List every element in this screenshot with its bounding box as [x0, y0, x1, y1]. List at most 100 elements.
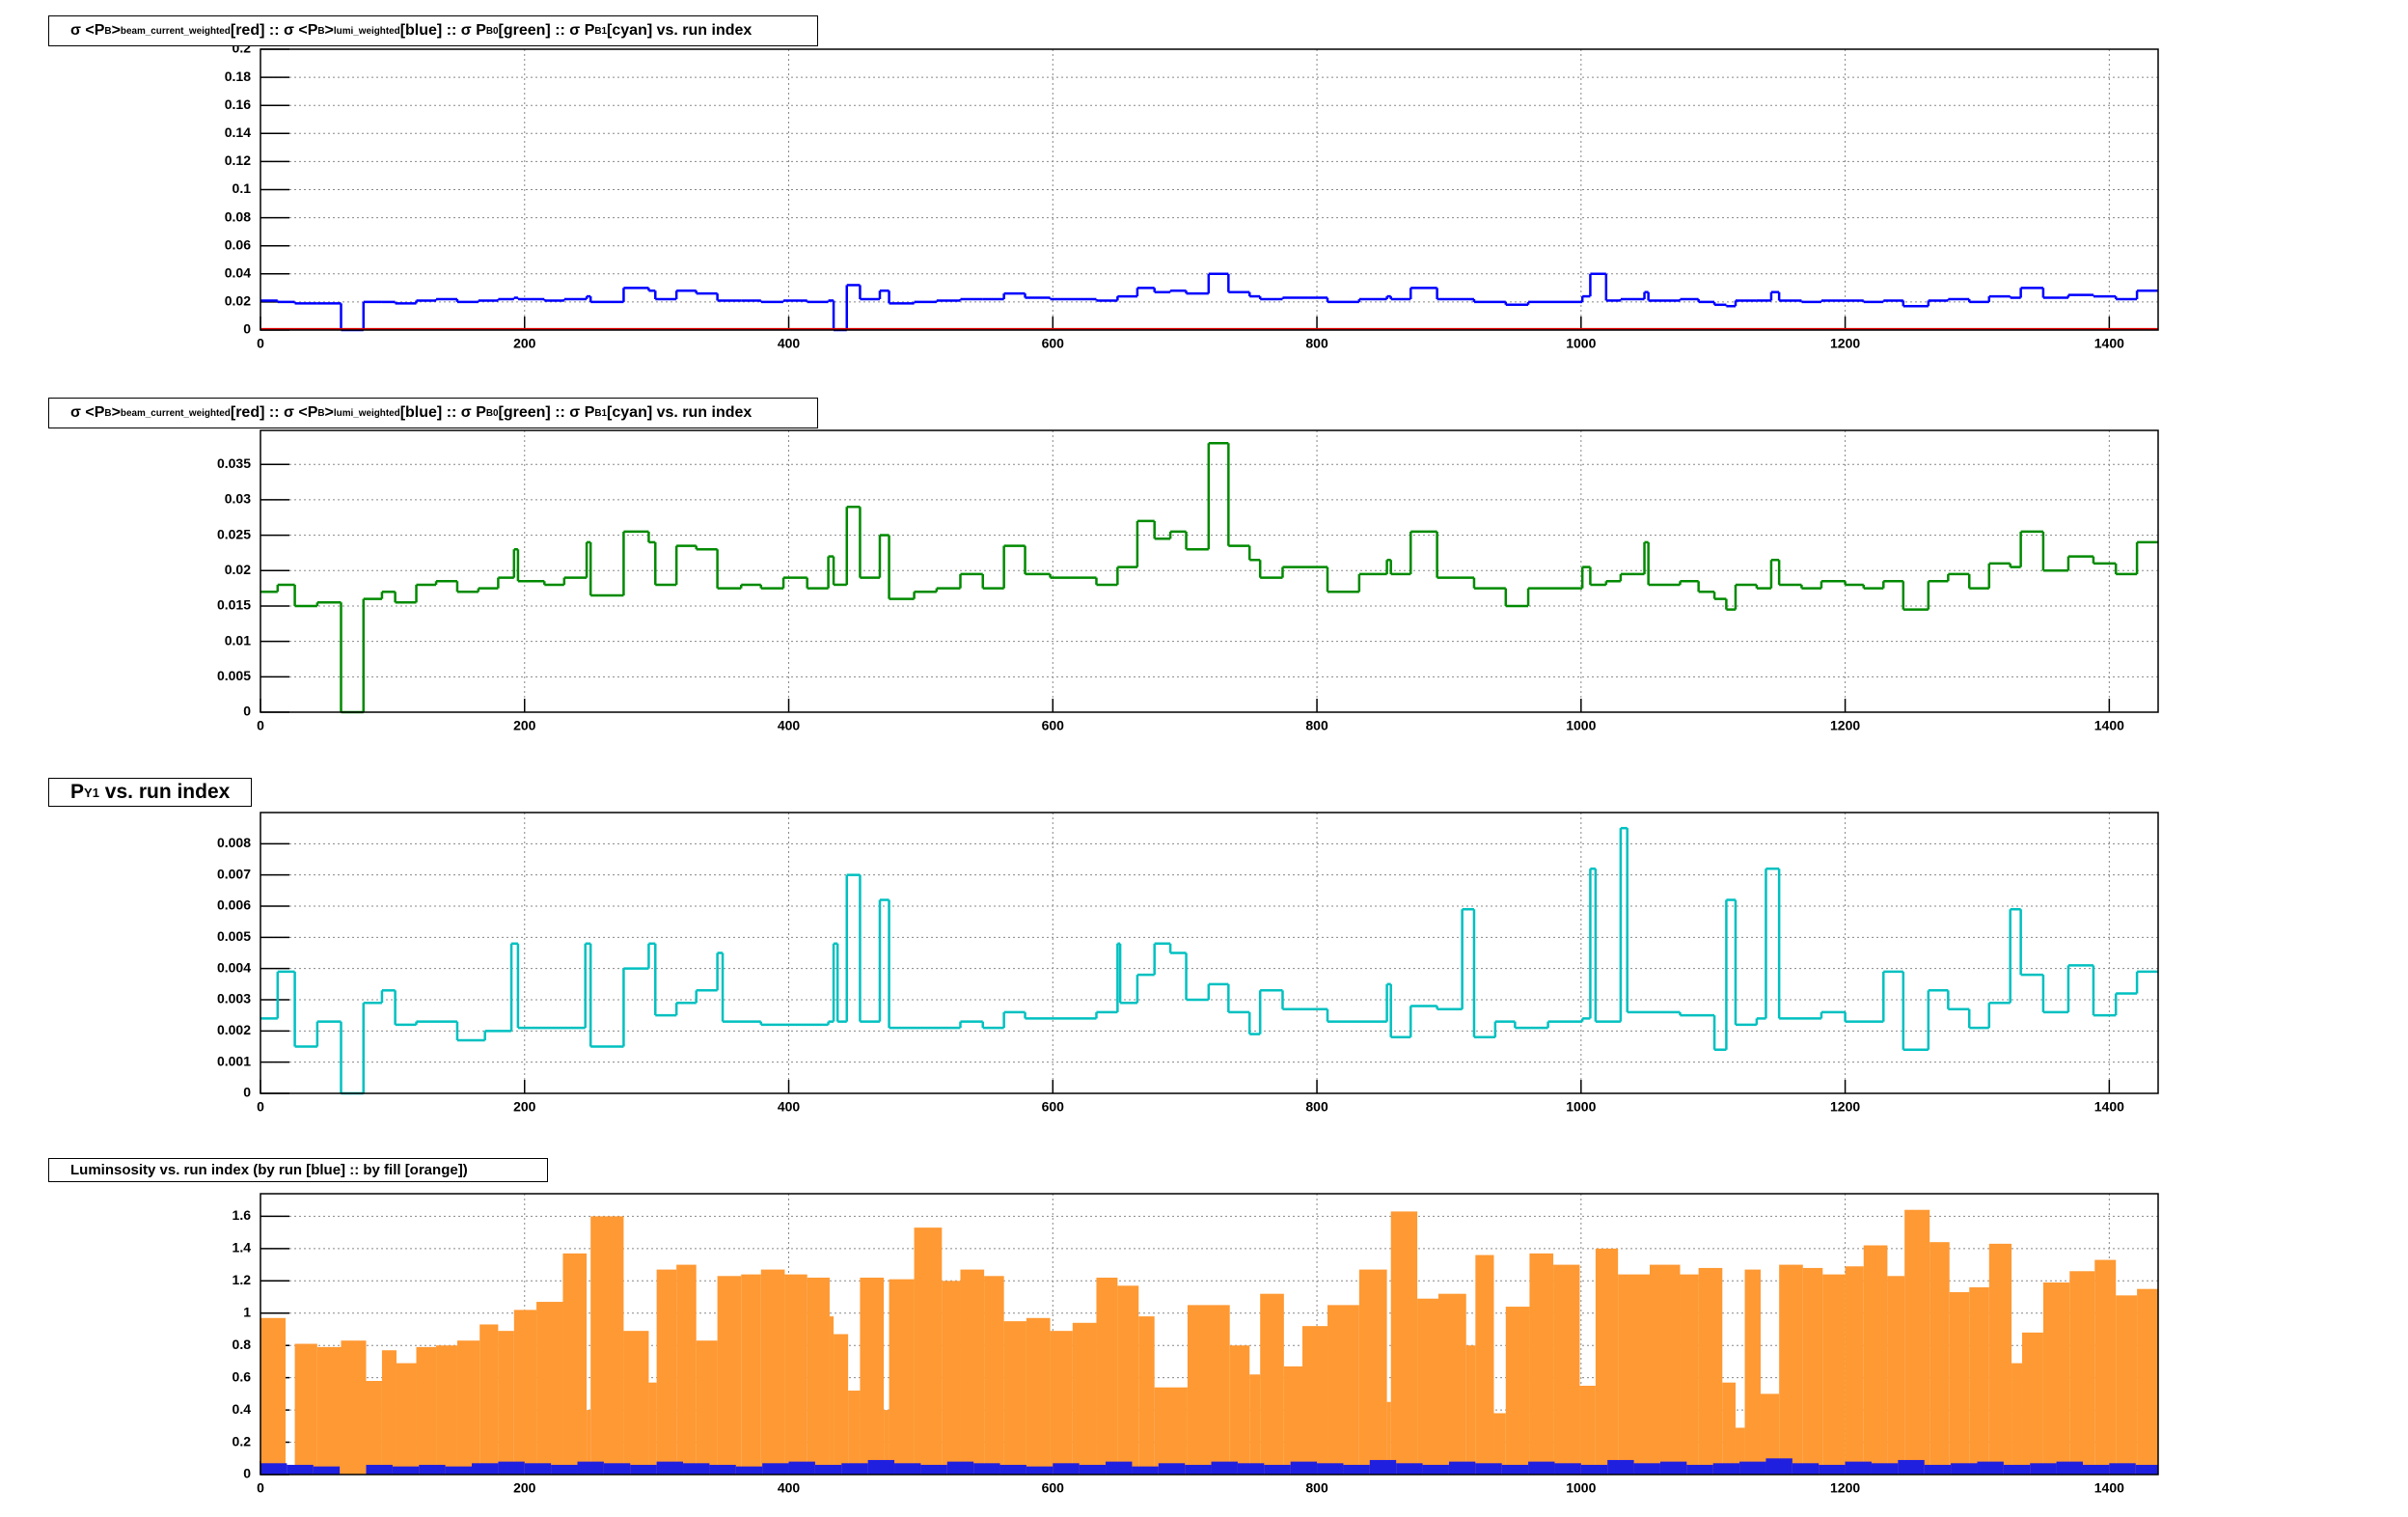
bar	[656, 1461, 684, 1475]
bar	[1650, 1264, 1681, 1475]
bar	[741, 1274, 761, 1475]
title-sub: 1	[601, 407, 608, 419]
bar	[884, 1410, 889, 1475]
bar	[1744, 1269, 1761, 1475]
y-tick-label: 0.006	[217, 897, 251, 913]
bar	[630, 1464, 657, 1475]
bar	[834, 1334, 849, 1475]
y-tick-label: 0.2	[233, 1433, 252, 1448]
title-text: [red] :: σ <P	[230, 404, 318, 421]
bar	[1317, 1463, 1344, 1475]
bar	[894, 1463, 921, 1475]
bar	[524, 1463, 552, 1475]
title-sub: 1	[601, 25, 608, 37]
plot-frame	[260, 1193, 2159, 1476]
bar	[1417, 1298, 1438, 1475]
bar	[1712, 1463, 1740, 1475]
bar	[1053, 1463, 1080, 1475]
bar	[1765, 1458, 1792, 1475]
bar	[1501, 1464, 1529, 1475]
y-tick-label: 0.02	[225, 293, 251, 309]
bar	[1475, 1255, 1494, 1475]
bar	[696, 1340, 718, 1475]
title-text: [green] :: σ P	[498, 404, 595, 421]
bar	[536, 1302, 563, 1475]
panel-title: σ <P B > beam_current_weighted [red] :: σ <P…	[48, 15, 818, 46]
y-tick-label: 0.14	[225, 124, 251, 140]
bar	[1969, 1287, 1989, 1475]
bar	[1475, 1463, 1502, 1475]
bar	[2056, 1461, 2083, 1475]
title-sup: B	[104, 407, 112, 419]
bar	[1448, 1461, 1476, 1475]
y-tick-label: 0.08	[225, 208, 251, 224]
bar	[760, 1269, 785, 1475]
title-text: >	[111, 22, 121, 39]
y-tick-label: 0.8	[233, 1337, 252, 1352]
bar	[1050, 1331, 1073, 1475]
bar	[341, 1340, 367, 1475]
bar	[1437, 1293, 1466, 1475]
x-tick-label: 1400	[2094, 718, 2124, 733]
x-tick-label: 200	[513, 1099, 536, 1115]
y-tick-label: 1.4	[233, 1240, 252, 1255]
bar	[960, 1269, 985, 1475]
y-tick-label: 0.02	[225, 562, 251, 577]
bar	[735, 1466, 763, 1475]
panel-title: σ <P B > beam_current_weighted [red] :: σ <P…	[48, 398, 818, 428]
bar	[1117, 1285, 1139, 1475]
title-text: [blue] :: σ P	[399, 404, 486, 421]
title-sub: beam_current_weighted	[120, 25, 231, 37]
bar	[1977, 1461, 2004, 1475]
bar	[316, 1346, 342, 1475]
x-tick-label: 800	[1305, 1480, 1328, 1496]
bar	[1283, 1365, 1303, 1475]
bar	[889, 1279, 915, 1475]
bar	[577, 1461, 604, 1475]
bar	[366, 1464, 393, 1475]
bar	[416, 1346, 437, 1475]
bar	[946, 1461, 974, 1475]
bar	[1607, 1459, 1634, 1475]
y-tick-label: 0.005	[217, 668, 251, 683]
bar	[1579, 1386, 1596, 1475]
bar	[1698, 1267, 1723, 1475]
bar	[1845, 1461, 1872, 1475]
bar	[717, 1276, 742, 1475]
bar	[709, 1464, 736, 1475]
bar	[1386, 1401, 1391, 1475]
y-tick-label: 0.1	[233, 180, 252, 196]
title-sub: lumi_weighted	[333, 407, 400, 419]
bar	[313, 1466, 341, 1475]
y-tick-label: 0.008	[217, 835, 251, 850]
y-tick-label: 0.004	[217, 959, 251, 975]
bar	[1505, 1307, 1530, 1475]
y-tick-label: 0.18	[225, 69, 251, 84]
title-text: σ <P	[70, 22, 105, 39]
bar	[1529, 1253, 1554, 1475]
bar	[1554, 1463, 1581, 1475]
plot-frame	[260, 48, 2159, 331]
bar	[1369, 1459, 1397, 1475]
bar	[2069, 1271, 2095, 1475]
bar	[2030, 1463, 2057, 1475]
y-tick-label: 0.005	[217, 928, 251, 944]
title-text: P	[70, 781, 85, 803]
bar	[1845, 1266, 1864, 1475]
bar	[2003, 1464, 2031, 1475]
title-text: >	[324, 22, 334, 39]
bar	[1633, 1463, 1660, 1475]
title-sub: lumi_weighted	[333, 25, 400, 37]
bar	[472, 1463, 499, 1475]
title-text: [red] :: σ <P	[230, 22, 318, 39]
x-tick-label: 800	[1305, 1099, 1328, 1115]
x-tick-label: 0	[257, 1480, 264, 1496]
bar	[1237, 1463, 1265, 1475]
x-tick-label: 200	[513, 336, 536, 351]
y-tick-label: 0.007	[217, 866, 251, 881]
x-tick-label: 0	[257, 718, 264, 733]
bar	[1871, 1463, 1899, 1475]
title-text: [cyan] vs. run index	[607, 22, 752, 39]
bar	[1863, 1245, 1888, 1475]
bar	[366, 1381, 382, 1475]
